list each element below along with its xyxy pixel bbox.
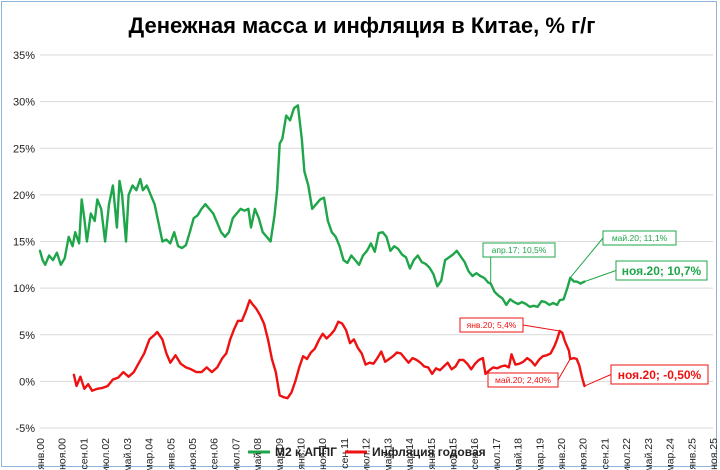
y-tick-label: 15% <box>13 237 35 249</box>
legend-label-cpi: Инфляция годовая <box>372 445 486 459</box>
callout-label: ноя.20; -0,50% <box>618 368 702 382</box>
x-tick-label: ноя.20 <box>578 438 590 470</box>
x-tick-label: сен.06 <box>209 438 221 470</box>
callout-line <box>584 270 617 283</box>
x-tick-label: мар.04 <box>144 438 156 470</box>
series <box>38 104 586 400</box>
chart-title: Денежная масса и инфляция в Китае, % г/г <box>129 13 596 38</box>
y-tick-label: -5% <box>15 423 35 435</box>
y-tick-label: 5% <box>19 330 35 342</box>
y-tick-label: 10% <box>13 283 35 295</box>
x-tick-label: мар.24 <box>665 438 677 470</box>
x-tick-label: май.08 <box>252 438 264 470</box>
x-tick-label: сен.16 <box>469 438 481 470</box>
y-tick-label: 35% <box>13 50 35 62</box>
callout-box <box>610 364 709 385</box>
y-tick-label: 20% <box>13 190 35 202</box>
y-axis: -5% 0% 5% 10% 15% 20% 25% 30% 35% <box>13 50 35 435</box>
callout-label: май.20; 2,40% <box>495 375 551 385</box>
callout-box <box>602 230 677 246</box>
x-tick-label: янв.00 <box>35 438 47 470</box>
x-tick-label: сен.11 <box>339 438 351 469</box>
x-tick-label: ноя.10 <box>317 438 329 470</box>
y-tick-label: 25% <box>13 143 35 155</box>
x-tick-label: ноя.05 <box>187 438 199 470</box>
x-tick-label: ноя.25 <box>708 438 720 470</box>
x-tick-label: ноя.00 <box>57 438 69 470</box>
x-tick-label: ноя.15 <box>447 438 459 470</box>
callout-box <box>487 372 559 388</box>
x-tick-label: май.23 <box>643 438 655 470</box>
callout-line <box>569 237 604 279</box>
x-tick-label: июл.02 <box>100 438 112 470</box>
x-tick-label: янв.20 <box>556 438 568 470</box>
series-line-cpi <box>72 299 586 400</box>
x-tick-label: мар.19 <box>534 438 546 470</box>
callout-line <box>522 324 560 332</box>
x-tick-label: янв.05 <box>165 438 177 470</box>
callout-box <box>459 317 524 333</box>
annotations: апр.17; 10,5% май.20; 11,1% ноя.20; 10,7% я… <box>459 230 709 388</box>
legend: М2 к АППГ Инфляция годовая <box>248 445 486 459</box>
x-tick-label: май.18 <box>513 438 525 470</box>
grid <box>40 54 713 429</box>
x-tick-label: мар.09 <box>274 438 286 470</box>
x-tick-label: июл.22 <box>621 438 633 470</box>
callout-label: май.20; 11,1% <box>612 233 668 243</box>
x-axis: янв.00 ноя.00 сен.01 июл.02 май.03 мар.04 янв.… <box>35 438 720 470</box>
x-tick-label: июл.12 <box>361 438 373 470</box>
x-tick-label: май.03 <box>122 438 134 470</box>
series-line-m2 <box>38 104 586 308</box>
x-tick-label: июл.17 <box>491 438 503 470</box>
x-tick-label: янв.15 <box>426 438 438 470</box>
callout-label: ноя.20; 10,7% <box>622 264 702 278</box>
legend-label-m2: М2 к АППГ <box>275 445 337 459</box>
x-tick-label: янв.10 <box>296 438 308 470</box>
callout-line <box>557 358 571 381</box>
callout-label: янв.20; 5,4% <box>467 320 517 330</box>
x-tick-label: июл.07 <box>230 438 242 470</box>
callout-box <box>615 260 708 281</box>
callout-line <box>584 374 612 387</box>
x-tick-label: янв.25 <box>686 438 698 470</box>
x-tick-label: сен.01 <box>78 438 90 470</box>
y-tick-label: 0% <box>19 376 35 388</box>
y-tick-label: 30% <box>13 97 35 109</box>
x-tick-label: сен.21 <box>599 438 611 470</box>
callout-label: апр.17; 10,5% <box>492 245 547 255</box>
callout-box <box>482 242 556 258</box>
x-tick-label: мар.14 <box>404 438 416 470</box>
x-tick-label: май.13 <box>382 438 394 470</box>
